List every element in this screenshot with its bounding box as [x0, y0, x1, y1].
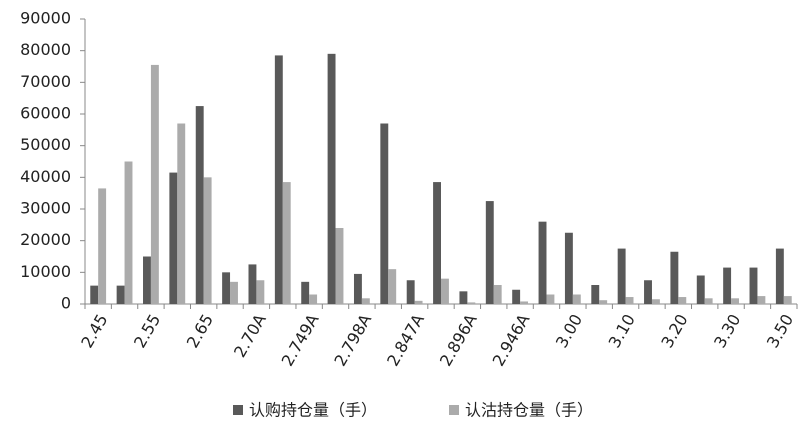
bar — [696, 275, 705, 304]
bar — [591, 285, 600, 304]
x-tick-label: 3.00 — [552, 311, 586, 351]
bar — [309, 294, 318, 304]
x-tick-label: 2.65 — [183, 311, 217, 351]
bar — [203, 177, 212, 304]
bar — [274, 55, 283, 304]
x-tick-label: 3.10 — [605, 311, 639, 351]
bar — [644, 280, 652, 304]
bar — [150, 64, 159, 305]
bar — [98, 188, 107, 304]
bar — [775, 248, 784, 304]
y-tick-label: 0 — [61, 294, 71, 313]
bar — [90, 285, 99, 304]
bar — [406, 280, 415, 304]
bar — [678, 297, 687, 304]
bar — [335, 228, 344, 304]
x-tick-label: 2.798A — [330, 311, 375, 370]
bar — [222, 272, 231, 304]
legend-swatch — [233, 405, 243, 415]
y-tick-label: 10000 — [20, 262, 71, 281]
legend-label: 认购持仓量（手） — [249, 401, 377, 420]
bar — [617, 248, 626, 304]
bar — [512, 289, 521, 304]
bar — [441, 278, 449, 304]
x-tick-label: 2.946A — [489, 311, 534, 370]
bar — [414, 300, 423, 304]
bar — [704, 298, 713, 304]
bar — [282, 182, 291, 304]
bar — [670, 251, 679, 304]
bar — [538, 221, 547, 304]
y-tick-label: 80000 — [20, 40, 71, 59]
bar — [459, 291, 468, 304]
bar — [195, 106, 204, 304]
bar — [625, 297, 634, 304]
x-tick-label: 3.50 — [763, 311, 797, 351]
y-tick-label: 30000 — [20, 199, 71, 218]
bar — [599, 300, 608, 304]
bar — [493, 285, 502, 304]
bar — [757, 296, 766, 304]
bar — [546, 294, 555, 304]
x-tick-label: 3.30 — [710, 311, 744, 351]
y-tick-label: 40000 — [20, 167, 71, 186]
bar — [143, 256, 151, 304]
y-tick-label: 50000 — [20, 135, 71, 154]
bar — [256, 280, 265, 304]
x-tick-label: 2.847A — [383, 311, 428, 370]
y-tick-label: 20000 — [20, 230, 71, 249]
bar — [731, 298, 739, 304]
bar — [124, 161, 133, 304]
bar — [651, 299, 660, 304]
bar — [327, 53, 336, 305]
bar — [572, 294, 581, 304]
bar — [361, 298, 370, 304]
bar — [301, 281, 310, 304]
bar — [388, 269, 397, 304]
bar — [116, 285, 125, 304]
bar — [248, 264, 257, 304]
x-tick-label: 2.45 — [77, 311, 111, 351]
x-tick-label: 3.20 — [657, 311, 691, 351]
x-tick-label: 2.749A — [278, 311, 323, 370]
y-tick-label: 90000 — [20, 9, 71, 28]
bar — [169, 172, 178, 304]
bar — [749, 267, 758, 304]
bar — [520, 301, 529, 304]
bar — [433, 182, 441, 304]
x-tick-label: 2.55 — [130, 311, 164, 351]
bar — [485, 201, 494, 304]
bar — [380, 123, 389, 304]
bar — [177, 123, 186, 304]
x-tick-label: 2.896A — [436, 311, 481, 370]
bar — [230, 281, 238, 304]
legend-swatch — [449, 405, 459, 415]
bar — [723, 267, 732, 304]
y-tick-label: 60000 — [20, 104, 71, 123]
x-tick-label: 2.70A — [230, 311, 270, 361]
y-tick-label: 70000 — [20, 72, 71, 91]
bar — [783, 296, 792, 304]
legend-label: 认沽持仓量（手） — [465, 401, 593, 420]
bar — [353, 273, 362, 304]
bar — [564, 232, 573, 304]
bar — [467, 302, 476, 304]
